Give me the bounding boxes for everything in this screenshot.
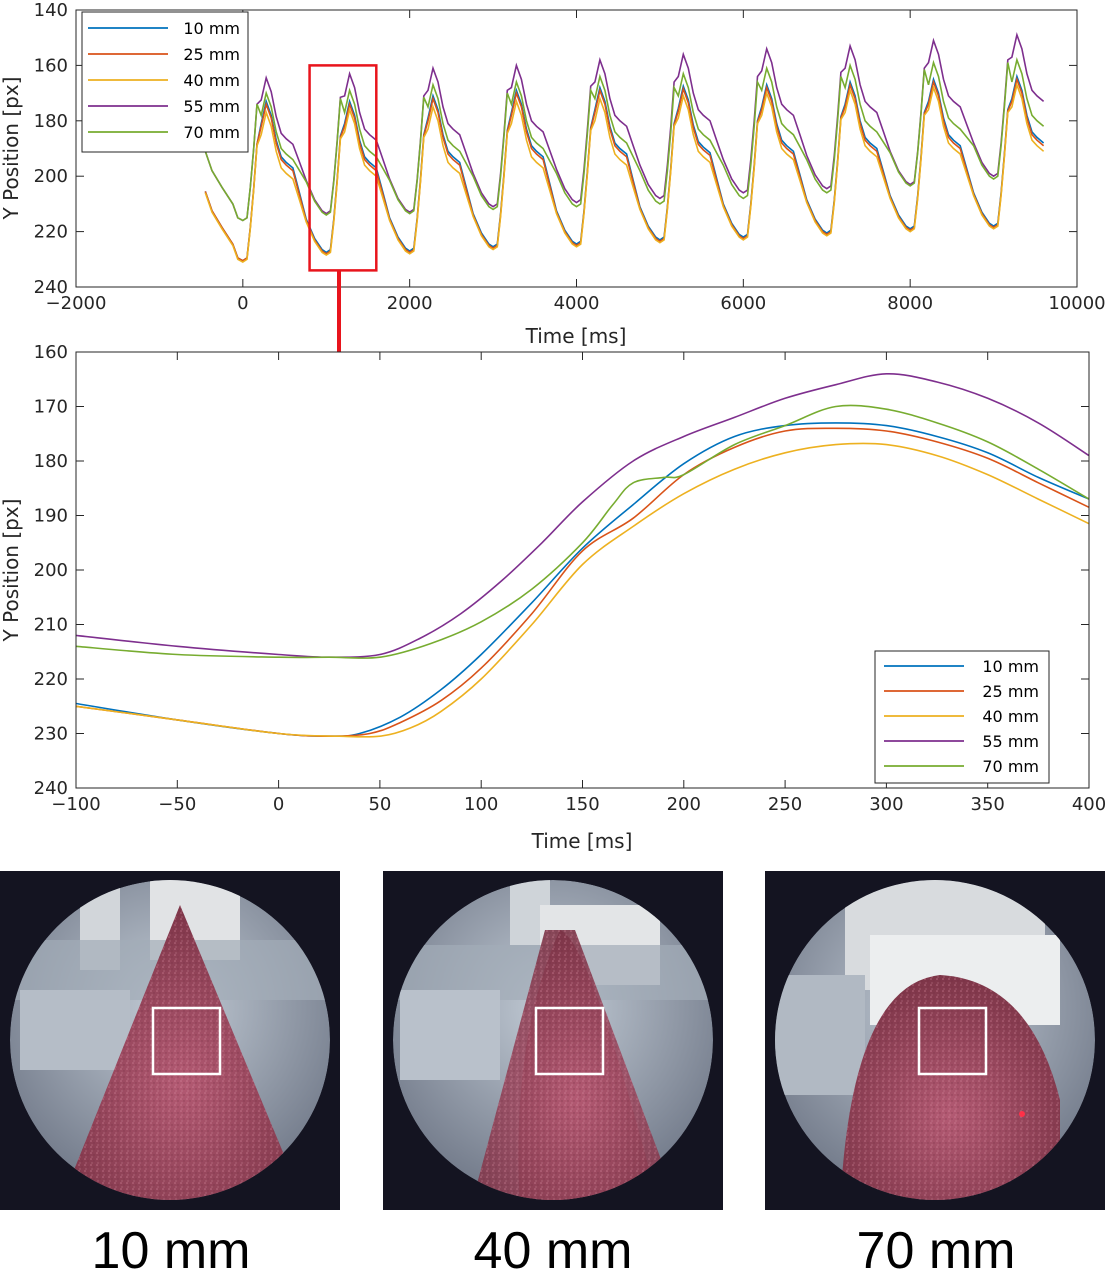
x-axis-label: Time [ms] [525,324,627,348]
x-tick-label: 8000 [887,293,933,314]
photo-caption: 40 mm [474,1222,633,1280]
x-tick-label: 300 [869,794,903,815]
x-tick-label: 2000 [387,293,433,314]
legend-label: 70 mm [183,123,240,142]
y-axis-label: Y Position [px] [0,499,23,643]
x-tick-label: 4000 [554,293,600,314]
series-line-40mm [204,81,1045,264]
y-tick-label: 200 [34,560,68,581]
x-tick-label: 0 [273,794,284,815]
x-tick-label: 10000 [1048,293,1105,314]
y-ticks: 140 160 180 200 220 240 [34,0,1077,298]
legend-label: 55 mm [982,732,1039,751]
roi-box [534,1006,605,1076]
x-tick-label: 150 [565,794,599,815]
photo-caption: 70 mm [857,1222,1016,1280]
y-tick-label: 240 [34,277,68,298]
series-line-40mm [75,442,1090,738]
y-tick-label: 180 [34,451,68,472]
series-lines [204,32,1045,264]
series-line-70mm [204,57,1045,222]
x-tick-label: 250 [768,794,802,815]
legend-label: 40 mm [982,707,1039,726]
y-ticks: 160 170 180 190 200 210 220 230 240 [34,342,1089,799]
y-tick-label: 160 [34,55,68,76]
y-tick-label: 160 [34,342,68,363]
y-tick-label: 220 [34,222,68,243]
legend-label: 40 mm [183,71,240,90]
x-tick-label: 400 [1072,794,1106,815]
photo-panel-10mm: 10 mm [0,871,340,1280]
series-line-25mm [204,76,1045,262]
y-tick-label: 180 [34,111,68,132]
legend-label: 10 mm [982,657,1039,676]
series-line-70mm [75,404,1090,660]
legend: 10 mm 25 mm 40 mm 55 mm 70 mm [874,650,1050,784]
x-tick-label: −50 [158,794,196,815]
legend-box [81,11,249,153]
roi-box [151,1006,222,1076]
y-tick-label: 170 [34,397,68,418]
y-tick-label: 190 [34,506,68,527]
roi-box [917,1006,988,1076]
y-tick-label: 220 [34,669,68,690]
endoscope-view [393,880,713,1200]
legend-label: 25 mm [183,45,240,64]
x-tick-label: 350 [971,794,1005,815]
legend-label: 25 mm [982,682,1039,701]
x-tick-label: −2000 [46,293,107,314]
x-tick-label: 200 [667,794,701,815]
series-lines [75,372,1090,738]
overview-chart: 140 160 180 200 220 240 −2000 0 2000 4000 6000 800… [0,0,1106,348]
photo-panel-40mm: 40 mm [383,871,723,1280]
y-tick-label: 140 [34,0,68,21]
series-line-55mm [204,32,1045,222]
y-tick-label: 240 [34,778,68,799]
x-tick-label: 6000 [720,293,766,314]
legend-label: 55 mm [183,97,240,116]
x-tick-label: 0 [237,293,248,314]
legend-label: 70 mm [982,757,1039,776]
zoomed-chart: 160 170 180 190 200 210 220 230 240 −100 −50 0 50 10… [0,342,1106,853]
endoscope-view [775,880,1095,1200]
endoscope-view [10,880,330,1200]
legend: 10 mm 25 mm 40 mm 55 mm 70 mm [81,11,249,153]
y-tick-label: 210 [34,615,68,636]
photo-panel-70mm: 70 mm [765,871,1105,1280]
y-tick-label: 230 [34,724,68,745]
zoom-highlight-box [308,64,378,272]
photo-caption: 10 mm [92,1222,251,1280]
x-axis-label: Time [ms] [531,829,633,853]
x-tick-label: 100 [464,794,498,815]
x-ticks: −2000 0 2000 4000 6000 8000 10000 [46,10,1106,314]
x-tick-label: −100 [51,794,100,815]
y-axis-label: Y Position [px] [0,77,23,221]
x-tick-label: 50 [368,794,391,815]
x-ticks: −100 −50 0 50 100 150 200 250 300 350 400 [51,352,1106,815]
legend-box [874,650,1050,784]
legend-label: 10 mm [183,19,240,38]
y-tick-label: 200 [34,166,68,187]
